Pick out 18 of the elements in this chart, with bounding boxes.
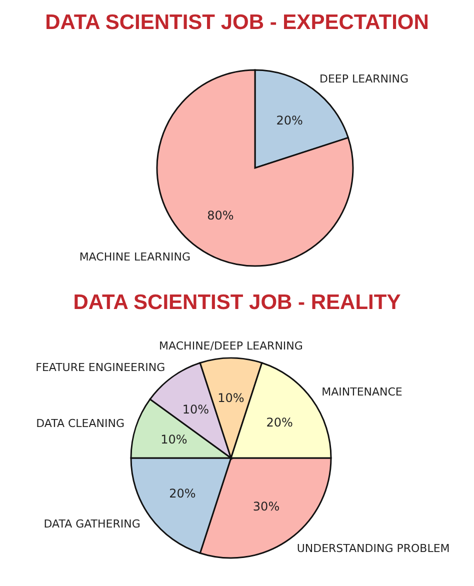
slice-label: DATA GATHERING: [44, 517, 140, 530]
data-label: 20%: [276, 113, 303, 128]
slice-label: UNDERSTANDING PROBLEM: [296, 542, 450, 556]
slice-label: DATA CLEANING: [36, 416, 124, 430]
data-label: 20%: [266, 416, 293, 430]
slice-label: DEEP LEARNING: [320, 72, 408, 86]
data-label: 30%: [252, 500, 280, 514]
slice-label: MACHINE LEARNING: [79, 250, 190, 264]
data-label: 10%: [160, 432, 188, 446]
data-label: 80%: [207, 208, 234, 223]
chart-title: DATA SCIENTIST JOB - REALITY: [72, 290, 402, 316]
slice-label: MACHINE/DEEP LEARNING: [159, 340, 303, 352]
data-label: 10%: [218, 391, 244, 405]
slice-label: FEATURE ENGINEERING: [36, 360, 166, 374]
slice-label: MAINTENANCE: [322, 386, 402, 399]
data-label: 20%: [169, 486, 196, 500]
data-label: 10%: [182, 402, 210, 416]
chart-title: DATA SCIENTIST JOB - EXPECTATION: [44, 10, 430, 36]
